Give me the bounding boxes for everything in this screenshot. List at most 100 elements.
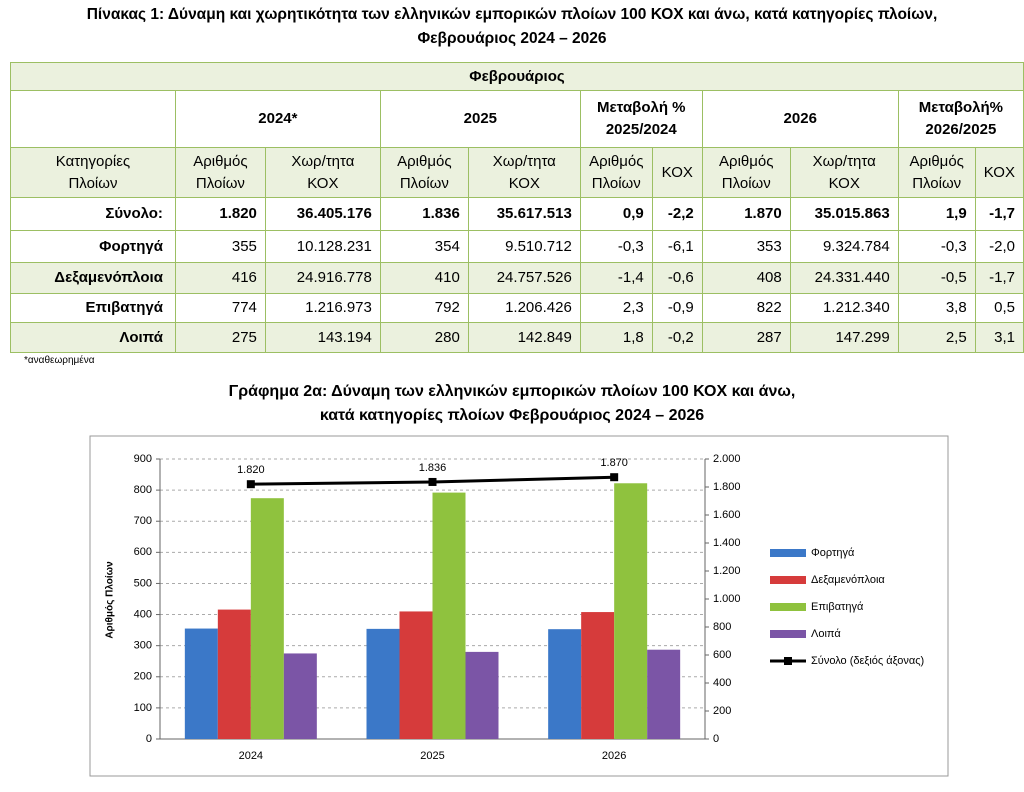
data-table: Φεβρουάριος 2024* 2025 Μεταβολή % 2025/2024… — [10, 62, 1024, 353]
table-header: Φεβρουάριος — [10, 62, 1024, 91]
y2-tick-label: 1.600 — [713, 509, 741, 521]
column-header: Αριθμός Πλοίων — [897, 147, 976, 198]
table-header — [10, 90, 176, 148]
table-cell: 142.849 — [467, 322, 581, 353]
column-header: Χωρ/τητα ΚΟΧ — [467, 147, 581, 198]
y-tick-label: 900 — [134, 453, 152, 465]
table-cell: 2,5 — [897, 322, 976, 353]
footnote: *αναθεωρημένα — [24, 355, 95, 366]
table-cell: 36.405.176 — [264, 197, 381, 231]
line-marker — [428, 477, 437, 486]
table-cell: 9.324.784 — [789, 230, 899, 263]
chart-title: Γράφημα 2α: Δύναμη των ελληνικών εμπορικ… — [228, 383, 796, 400]
table-cell: 1,9 — [897, 197, 976, 231]
table-cell: 410 — [379, 262, 469, 294]
line-marker — [610, 473, 619, 482]
table-cell: -2,2 — [651, 197, 703, 231]
table-cell: 287 — [701, 322, 791, 353]
y2-tick-label: 2.000 — [713, 453, 741, 465]
row-label: Δεξαμενόπλοια — [10, 262, 176, 294]
table-cell: 1,8 — [579, 322, 653, 353]
group-header: 2026 — [701, 90, 899, 148]
column-header: Αριθμός Πλοίων — [174, 147, 266, 198]
table-cell: -1,7 — [974, 262, 1024, 294]
row-label: Σύνολο: — [10, 197, 176, 231]
bar — [184, 628, 218, 739]
legend-swatch — [770, 630, 806, 638]
chart-frame — [89, 435, 949, 777]
table-cell: 24.331.440 — [789, 262, 899, 294]
row-label: Λοιπά — [10, 322, 176, 353]
x-tick-label: 2024 — [239, 750, 263, 762]
table-title: Φεβρουάριος 2024 – 2026 — [417, 30, 607, 47]
data-label: 1.870 — [600, 457, 628, 469]
bar — [283, 653, 317, 739]
y2-tick-label: 600 — [713, 649, 731, 661]
table-cell: 9.510.712 — [467, 230, 581, 263]
y-tick-label: 800 — [134, 484, 152, 496]
group-header: Μεταβολή % 2025/2024 — [579, 90, 703, 148]
table-cell: 280 — [379, 322, 469, 353]
table-cell: 3,1 — [974, 322, 1024, 353]
legend-swatch — [770, 576, 806, 584]
table-cell: 3,8 — [897, 293, 976, 323]
y2-tick-label: 1.000 — [713, 593, 741, 605]
bar — [432, 492, 466, 739]
y2-tick-label: 1.200 — [713, 565, 741, 577]
y-tick-label: 100 — [134, 702, 152, 714]
table-cell: -0,3 — [897, 230, 976, 263]
bar — [465, 651, 499, 739]
y2-tick-label: 1.800 — [713, 481, 741, 493]
y2-tick-label: 1.400 — [713, 537, 741, 549]
table-cell: -0,9 — [651, 293, 703, 323]
table-cell: -0,2 — [651, 322, 703, 353]
x-tick-label: 2025 — [420, 750, 444, 762]
column-header: Χωρ/τητα ΚΟΧ — [264, 147, 381, 198]
y-tick-label: 200 — [134, 671, 152, 683]
table-cell: -0,3 — [579, 230, 653, 263]
y-tick-label: 0 — [146, 733, 152, 745]
table-cell: 1.206.426 — [467, 293, 581, 323]
table-cell: 1.870 — [701, 197, 791, 231]
y-tick-label: 400 — [134, 608, 152, 620]
table-cell: 147.299 — [789, 322, 899, 353]
y-tick-label: 700 — [134, 515, 152, 527]
table-cell: 0,9 — [579, 197, 653, 231]
bar — [614, 483, 648, 739]
y2-tick-label: 800 — [713, 621, 731, 633]
group-header: Μεταβολή% 2026/2025 — [897, 90, 1024, 148]
line — [250, 475, 615, 486]
table-cell: 10.128.231 — [264, 230, 381, 263]
x-tick-label: 2026 — [602, 750, 626, 762]
table-cell: 355 — [174, 230, 266, 263]
table-cell: -1,7 — [974, 197, 1024, 231]
legend-label: Σύνολο (δεξιός άξονας) — [811, 655, 924, 667]
bar — [366, 628, 400, 739]
legend-label: Δεξαμενόπλοια — [811, 574, 885, 586]
legend-label: Επιβατηγά — [811, 601, 864, 613]
legend-swatch — [770, 603, 806, 611]
row-label: Φορτηγά — [10, 230, 176, 263]
table-cell: 24.757.526 — [467, 262, 581, 294]
table-cell: -1,4 — [579, 262, 653, 294]
y2-tick-label: 400 — [713, 677, 731, 689]
table-cell: -0,5 — [897, 262, 976, 294]
legend-label: Λοιπά — [811, 628, 841, 640]
column-header: Αριθμός Πλοίων — [579, 147, 653, 198]
bar — [548, 629, 582, 739]
bar — [250, 498, 284, 739]
y-tick-label: 600 — [134, 546, 152, 558]
table-cell: 35.617.513 — [467, 197, 581, 231]
table-title: Πίνακας 1: Δύναμη και χωρητικότητα των ε… — [86, 6, 938, 23]
data-label: 1.836 — [419, 462, 447, 474]
y-tick-label: 500 — [134, 577, 152, 589]
table-cell: 35.015.863 — [789, 197, 899, 231]
y2-tick-label: 200 — [713, 705, 731, 717]
legend-swatch — [784, 657, 792, 665]
column-header: Αριθμός Πλοίων — [701, 147, 791, 198]
bar — [581, 612, 615, 739]
table-cell: 0,5 — [974, 293, 1024, 323]
table-cell: 792 — [379, 293, 469, 323]
table-cell: 1.820 — [174, 197, 266, 231]
table-cell: 408 — [701, 262, 791, 294]
